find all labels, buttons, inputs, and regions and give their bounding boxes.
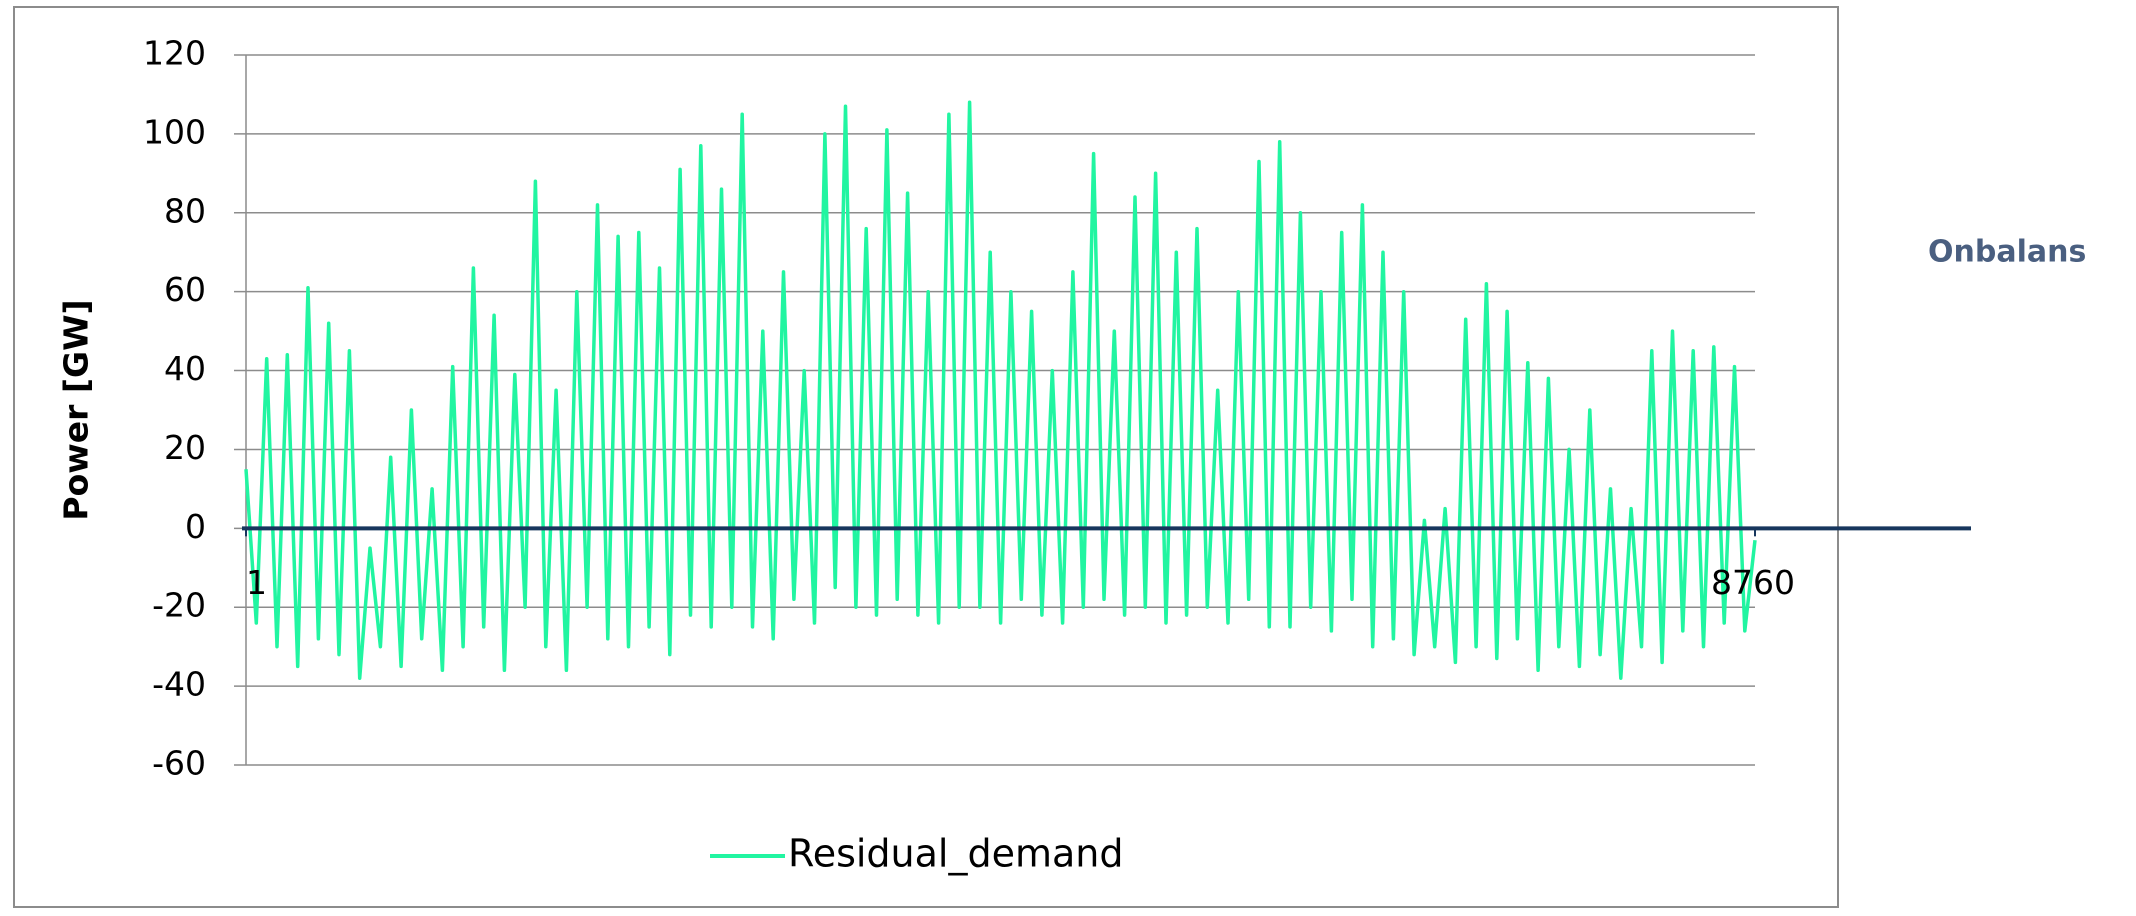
legend-label: Residual_demand xyxy=(788,832,1124,876)
x-tick-label: 8760 xyxy=(1711,563,1795,602)
x-tick-label: 1 xyxy=(246,563,267,602)
y-tick-label: 120 xyxy=(143,34,206,73)
y-axis-title: Power [GW] xyxy=(57,299,96,520)
y-tick-label: -60 xyxy=(152,744,206,783)
y-tick-label: -20 xyxy=(152,586,206,625)
y-tick-label: 0 xyxy=(185,507,206,546)
y-tick-label: 20 xyxy=(164,428,206,467)
y-tick-label: 40 xyxy=(164,349,206,388)
annotation: Onbalans xyxy=(1928,235,2086,270)
y-tick-label: -40 xyxy=(152,665,206,704)
y-tick-label: 80 xyxy=(164,191,206,230)
chart-border xyxy=(13,6,1839,908)
y-tick-label: 100 xyxy=(143,112,206,151)
line xyxy=(244,100,1757,680)
y-tick-label: 60 xyxy=(164,270,206,309)
